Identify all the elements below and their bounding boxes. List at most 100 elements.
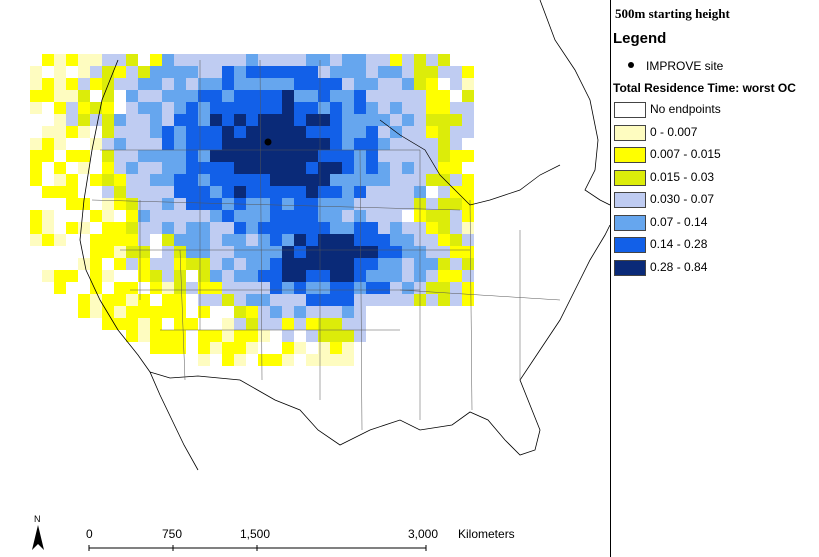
residence-grid-cell	[330, 114, 342, 126]
residence-grid-cell	[66, 114, 78, 126]
residence-grid-cell	[54, 186, 66, 198]
residence-grid-cell	[270, 246, 282, 258]
residence-grid-cell	[138, 198, 150, 210]
residence-grid-cell	[450, 126, 462, 138]
residence-grid-cell	[414, 78, 426, 90]
residence-grid-cell	[330, 78, 342, 90]
residence-grid-cell	[126, 306, 138, 318]
residence-grid-cell	[138, 270, 150, 282]
residence-grid-cell	[270, 126, 282, 138]
residence-grid-cell	[378, 234, 390, 246]
residence-grid-cell	[162, 78, 174, 90]
residence-grid-cell	[318, 66, 330, 78]
residence-grid-cell	[306, 186, 318, 198]
residence-grid-cell	[150, 162, 162, 174]
us-coastline	[79, 0, 610, 471]
residence-grid-cell	[330, 162, 342, 174]
residence-grid-cell	[306, 102, 318, 114]
residence-grid-cell	[246, 78, 258, 90]
residence-grid-cell	[282, 282, 294, 294]
residence-grid-cell	[390, 246, 402, 258]
residence-grid-cell	[198, 54, 210, 66]
residence-grid-cell	[78, 54, 90, 66]
residence-grid-cell	[246, 198, 258, 210]
residence-grid-cell	[54, 174, 66, 186]
residence-grid-cell	[258, 282, 270, 294]
residence-grid-cell	[102, 306, 114, 318]
residence-grid-cell	[330, 102, 342, 114]
residence-grid-cell	[354, 114, 366, 126]
residence-grid-cell	[198, 126, 210, 138]
residence-grid-cell	[66, 54, 78, 66]
residence-grid-cell	[462, 66, 474, 78]
residence-grid-cell	[114, 222, 126, 234]
residence-grid-cell	[138, 222, 150, 234]
residence-grid-cell	[294, 126, 306, 138]
residence-grid-cell	[414, 90, 426, 102]
residence-grid-cell	[282, 114, 294, 126]
residence-grid-cell	[150, 342, 162, 354]
residence-grid-cell	[282, 126, 294, 138]
residence-grid-cell	[66, 198, 78, 210]
legend-swatch	[614, 237, 646, 253]
residence-grid-cell	[90, 246, 102, 258]
residence-grid-cell	[282, 354, 294, 366]
residence-grid-cell	[318, 318, 330, 330]
residence-grid-cell	[366, 54, 378, 66]
scale-bar: 0 750 1,500 3,000 Kilometers	[86, 527, 515, 551]
residence-grid-cell	[342, 150, 354, 162]
residence-grid-cell	[294, 270, 306, 282]
residence-grid-cell	[402, 270, 414, 282]
residence-grid-cell	[246, 282, 258, 294]
improve-site-marker	[264, 138, 272, 146]
residence-grid-cell	[306, 294, 318, 306]
residence-grid-cell	[438, 210, 450, 222]
residence-grid-cell	[306, 78, 318, 90]
residence-grid-cell	[462, 90, 474, 102]
residence-grid-cell	[318, 342, 330, 354]
residence-grid-cell	[66, 186, 78, 198]
residence-grid-cell	[294, 318, 306, 330]
residence-grid-cell	[186, 186, 198, 198]
residence-grid-cell	[162, 162, 174, 174]
residence-grid-cell	[318, 270, 330, 282]
north-label: N	[34, 514, 41, 524]
residence-grid-cell	[102, 270, 114, 282]
residence-grid-cell	[330, 318, 342, 330]
residence-grid-cell	[138, 138, 150, 150]
residence-grid-cell	[174, 258, 186, 270]
residence-grid-cell	[282, 258, 294, 270]
residence-grid-cell	[30, 138, 42, 150]
residence-grid-cell	[102, 54, 114, 66]
residence-grid-cell	[102, 294, 114, 306]
residence-grid-cell	[318, 294, 330, 306]
residence-grid-cell	[222, 318, 234, 330]
residence-grid-cell	[426, 78, 438, 90]
residence-grid-cell	[198, 138, 210, 150]
residence-grid-cell	[90, 234, 102, 246]
residence-grid-cell	[330, 90, 342, 102]
residence-grid-cell	[462, 102, 474, 114]
residence-grid-cell	[330, 174, 342, 186]
residence-grid-cell	[102, 66, 114, 78]
residence-grid-cell	[30, 162, 42, 174]
residence-grid-cell	[54, 282, 66, 294]
residence-grid-cell	[306, 162, 318, 174]
residence-grid-cell	[234, 210, 246, 222]
residence-grid-cell	[234, 246, 246, 258]
residence-grid-cell	[450, 222, 462, 234]
residence-time-map: 0 750 1,500 3,000 Kilometers N	[30, 0, 610, 551]
residence-grid-cell	[438, 246, 450, 258]
residence-grid-cell	[246, 318, 258, 330]
legend-heading: Legend	[613, 30, 667, 47]
residence-grid-cell	[126, 90, 138, 102]
residence-grid-cell	[318, 54, 330, 66]
residence-grid-cell	[342, 78, 354, 90]
residence-grid-cell	[162, 222, 174, 234]
residence-grid-cell	[306, 306, 318, 318]
residence-grid-cell	[30, 210, 42, 222]
residence-grid-cell	[342, 198, 354, 210]
residence-grid-cell	[126, 234, 138, 246]
residence-grid-cell	[390, 282, 402, 294]
residence-grid-cell	[402, 126, 414, 138]
